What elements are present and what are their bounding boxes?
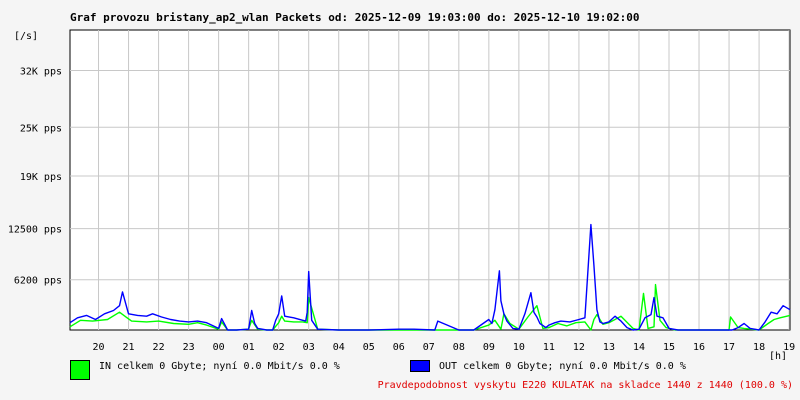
y-tick-labels: 6200 pps 12500 pps 19K pps 25K pps 32K pps — [8, 67, 62, 287]
plot-area — [69, 29, 791, 331]
x-tick-label: 19 — [783, 342, 795, 353]
horizontal-gridlines — [70, 70, 790, 281]
x-tick-label: 11 — [543, 342, 555, 353]
y-tick-label: 6200 pps — [14, 276, 62, 287]
y-axis-unit-label: [/s] — [14, 31, 39, 42]
x-tick-label: 10 — [513, 342, 525, 353]
x-tick-label: 01 — [243, 342, 255, 353]
x-tick-label: 21 — [123, 342, 135, 353]
x-tick-label: 04 — [333, 342, 345, 353]
x-tick-label: 18 — [753, 342, 765, 353]
y-tick-label: 12500 pps — [8, 225, 62, 236]
x-tick-label: 17 — [723, 342, 735, 353]
y-tick-label: 25K pps — [20, 123, 62, 134]
x-tick-label: 06 — [393, 342, 405, 353]
x-tick-label: 07 — [423, 342, 435, 353]
x-tick-label: 14 — [633, 342, 645, 353]
y-tick-label: 32K pps — [20, 67, 62, 78]
x-tick-label: 12 — [573, 342, 585, 353]
x-tick-label: 03 — [303, 342, 315, 353]
y-tick-label: 19K pps — [20, 172, 62, 183]
legend-out-text: OUT celkem 0 Gbyte; nyní 0.0 Mbit/s 0.0 … — [439, 361, 686, 372]
x-tick-label: 13 — [603, 342, 615, 353]
series-layer — [69, 223, 791, 331]
packets-chart: 6200 pps 12500 pps 19K pps 25K pps 32K pps 2… — [8, 29, 796, 360]
x-tick-labels: 20 21 22 23 00 01 02 03 04 05 06 07 08 09 10 11 12 13 14 15… — [93, 342, 796, 353]
x-tick-label: 08 — [453, 342, 465, 353]
legend-out-swatch — [410, 360, 430, 372]
x-tick-label: 20 — [93, 342, 105, 353]
legend-in-swatch — [70, 360, 90, 380]
x-tick-label: 15 — [663, 342, 675, 353]
x-tick-label: 02 — [273, 342, 285, 353]
x-tick-label: 09 — [483, 342, 495, 353]
x-tick-label: 16 — [693, 342, 705, 353]
legend-in-text: IN celkem 0 Gbyte; nyní 0.0 Mbit/s 0.0 % — [99, 361, 340, 372]
footer-note: Pravdepodobnost vyskytu E220 KULATAK na … — [377, 380, 793, 391]
x-tick-label: 22 — [153, 342, 165, 353]
series-out-line — [69, 223, 791, 331]
x-axis-unit-label: [h] — [769, 351, 787, 360]
x-tick-label: 00 — [213, 342, 225, 353]
x-tick-label: 23 — [183, 342, 195, 353]
chart-title: Graf provozu bristany_ap2_wlan Packets o… — [70, 11, 640, 24]
x-tick-label: 05 — [363, 342, 375, 353]
